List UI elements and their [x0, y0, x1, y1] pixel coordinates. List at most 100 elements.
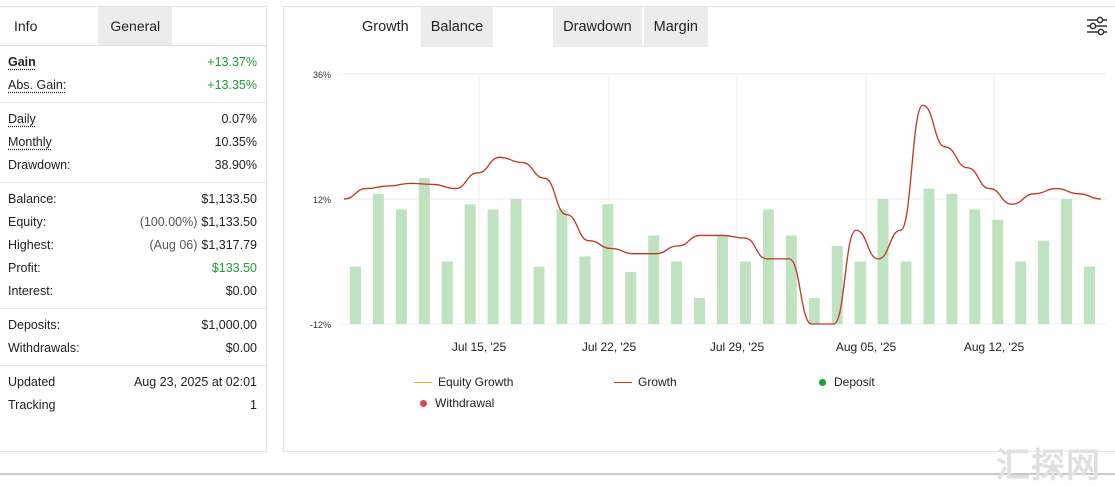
info-label: Withdrawals:: [8, 340, 80, 355]
x-tick-label: Jul 15, '25: [452, 340, 507, 354]
y-tick-label: -12%: [310, 320, 331, 330]
legend-equity-growth[interactable]: Equity Growth: [414, 375, 513, 389]
tab-general[interactable]: General: [98, 7, 173, 45]
info-row: Interest: $0.00: [0, 279, 266, 302]
info-label[interactable]: Abs. Gain:: [8, 77, 67, 92]
chart-panel: Growth Balance Drawdown Margin 36% 12% -12…: [283, 6, 1115, 452]
info-value: $1,000.00: [201, 318, 257, 332]
sliders-icon[interactable]: [1086, 15, 1108, 37]
info-value: 38.90%: [215, 158, 257, 172]
info-group: Updated Aug 23, 2025 at 02:01 Tracking 1: [0, 366, 266, 422]
info-value-text: $1,133.50: [201, 214, 257, 229]
info-row: Monthly 10.35%: [0, 130, 266, 153]
legend-label: Deposit: [834, 375, 875, 389]
x-tick-label: Jul 22, '25: [582, 340, 637, 354]
tab-drawdown[interactable]: Drawdown: [553, 7, 642, 47]
info-label[interactable]: Daily: [8, 111, 36, 126]
legend-label: Growth: [638, 375, 677, 389]
info-label[interactable]: Monthly: [8, 134, 52, 149]
legend-withdrawal[interactable]: Withdrawal: [420, 396, 494, 410]
info-value: +13.35%: [207, 78, 257, 92]
y-tick-label: 12%: [313, 195, 331, 205]
info-row: Profit: $133.50: [0, 256, 266, 279]
deposit-bar: [418, 178, 430, 324]
tab-balance[interactable]: Balance: [420, 7, 494, 47]
deposit-bar: [694, 297, 706, 324]
deposit-bar: [395, 209, 407, 324]
info-tabs: Info General: [0, 7, 266, 46]
legend-withdrawal-dot-icon: [420, 399, 427, 407]
info-value: $0.00: [226, 284, 257, 298]
info-value: Aug 23, 2025 at 02:01: [134, 375, 257, 389]
info-label: Deposits:: [8, 317, 61, 332]
info-label: Profit:: [8, 260, 41, 275]
legend-equity-line-icon: [414, 381, 432, 383]
deposit-bar: [1038, 240, 1050, 324]
deposit-bar: [671, 261, 683, 324]
info-row: Updated Aug 23, 2025 at 02:01: [0, 370, 266, 393]
deposit-bar: [739, 261, 751, 324]
info-group: Gain +13.37% Abs. Gain: +13.35%: [0, 46, 266, 103]
deposit-bar: [510, 199, 522, 324]
info-label: Balance:: [8, 191, 57, 206]
info-value-text: $1,000.00: [201, 317, 257, 332]
info-value-text: 10.35%: [214, 134, 257, 149]
watermark: 汇探网: [996, 446, 1101, 486]
info-label: Drawdown:: [8, 157, 71, 172]
tab-margin[interactable]: Margin: [643, 7, 708, 47]
info-row: Equity: (100.00%) $1,133.50: [0, 210, 266, 233]
x-tick-label: Aug 05, '25: [836, 340, 897, 354]
info-value-text: Aug 23, 2025 at 02:01: [133, 374, 257, 389]
deposit-bar: [762, 209, 774, 324]
legend-growth[interactable]: Growth: [614, 375, 677, 389]
info-label: Interest:: [8, 283, 54, 298]
deposit-bar: [487, 209, 499, 324]
info-value-text: $1,317.79: [201, 237, 257, 252]
info-value-note: (Aug 06): [149, 237, 198, 252]
info-value: 10.35%: [215, 135, 257, 149]
info-value-text: 0.07%: [221, 111, 257, 126]
deposit-bar: [533, 266, 545, 324]
x-tick-label: Aug 12, '25: [964, 340, 1025, 354]
info-row: Tracking 1: [0, 393, 266, 416]
legend-deposit[interactable]: Deposit: [819, 375, 875, 389]
info-value-text: +13.35%: [207, 77, 257, 92]
deposit-bar: [579, 256, 591, 324]
info-value-text: +13.37%: [207, 54, 257, 69]
legend-label: Equity Growth: [438, 375, 514, 389]
deposit-bar: [808, 297, 820, 324]
tab-growth[interactable]: Growth: [352, 7, 419, 47]
info-label: Equity:: [8, 214, 47, 229]
tab-info[interactable]: Info: [0, 7, 52, 45]
deposit-bar: [854, 261, 866, 324]
info-value-text: $1,133.50: [201, 191, 257, 206]
deposit-bar: [877, 199, 889, 324]
info-value: 0.07%: [222, 112, 257, 126]
info-value: (100.00%) $1,133.50: [140, 215, 257, 229]
info-value: $133.50: [212, 261, 257, 275]
info-label: Highest:: [8, 237, 54, 252]
legend-deposit-dot-icon: [819, 378, 826, 386]
deposit-bar: [900, 261, 912, 324]
info-row: Daily 0.07%: [0, 107, 266, 130]
deposit-bar: [441, 261, 453, 324]
info-value: $0.00: [226, 341, 257, 355]
info-value-text: 1: [250, 397, 257, 412]
deposit-bar: [831, 245, 843, 324]
deposit-bar: [464, 204, 476, 324]
deposit-bar: [946, 193, 958, 324]
info-label: Updated: [8, 374, 56, 389]
info-value: $1,133.50: [201, 192, 257, 206]
info-value-text: 38.90%: [214, 157, 257, 172]
info-row: Deposits: $1,000.00: [0, 313, 266, 336]
deposit-bar: [992, 219, 1004, 324]
legend-growth-line-icon: [614, 381, 632, 383]
chart-tabs: Growth Balance Drawdown Margin: [352, 7, 710, 47]
info-value-note: (100.00%): [139, 214, 198, 229]
info-value: 1: [250, 398, 257, 412]
legend-label: Withdrawal: [435, 396, 495, 410]
info-stats: Gain +13.37% Abs. Gain: +13.35% Daily 0.07% Mo…: [0, 46, 266, 422]
deposit-bar: [1084, 266, 1096, 324]
info-label[interactable]: Gain: [8, 54, 36, 69]
growth-line: [343, 104, 1102, 325]
